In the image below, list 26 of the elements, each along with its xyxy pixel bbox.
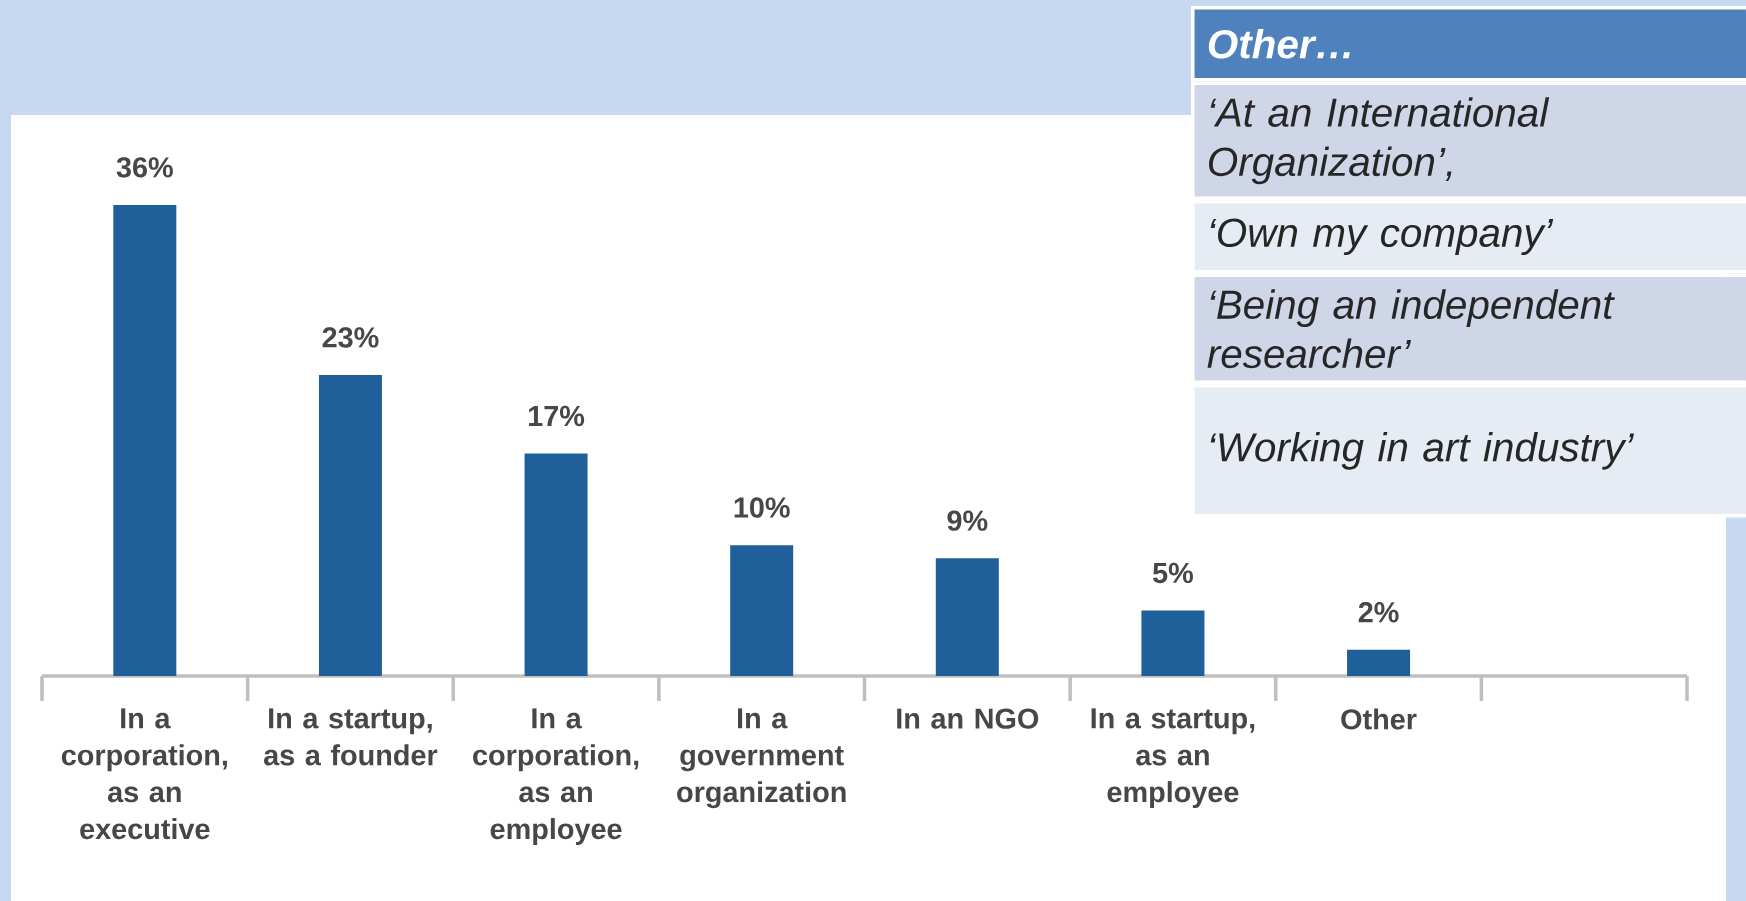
data-label: 5% bbox=[1152, 562, 1193, 584]
annotation: ‘Own my company’ bbox=[1210, 218, 1554, 256]
text: Other… bbox=[1208, 28, 1350, 59]
x-tick-label: In a government organization bbox=[677, 708, 846, 809]
data-label: 23% bbox=[322, 327, 379, 348]
annotation: ‘Being an independent researcher’ bbox=[1207, 289, 1615, 369]
data-label: 9% bbox=[947, 510, 988, 531]
text: ‘At an International Organization’, bbox=[1209, 97, 1550, 185]
bar bbox=[524, 453, 588, 676]
bar bbox=[935, 558, 999, 676]
annotation: ‘Working in art industry’ bbox=[1210, 431, 1635, 470]
bar bbox=[1141, 610, 1205, 676]
x-tick-label: In a startup, as an employee bbox=[1091, 708, 1255, 809]
data-label: 2% bbox=[1358, 602, 1399, 623]
bar bbox=[113, 204, 177, 676]
data-label: 36% bbox=[116, 157, 173, 178]
x-tick-label: In a startup, as a founder bbox=[263, 708, 438, 766]
bar bbox=[318, 375, 382, 676]
x-tick-label: In a corporation, as an executive bbox=[61, 708, 227, 840]
data-label: 10% bbox=[734, 497, 790, 518]
bar bbox=[1347, 649, 1411, 676]
bar bbox=[730, 545, 794, 676]
x-tick-label: In an NGO bbox=[897, 708, 1039, 729]
x-tick-label: In a corporation, as an employee bbox=[473, 708, 639, 845]
x-tick-label: Other bbox=[1341, 708, 1417, 730]
data-label: 17% bbox=[529, 405, 585, 427]
